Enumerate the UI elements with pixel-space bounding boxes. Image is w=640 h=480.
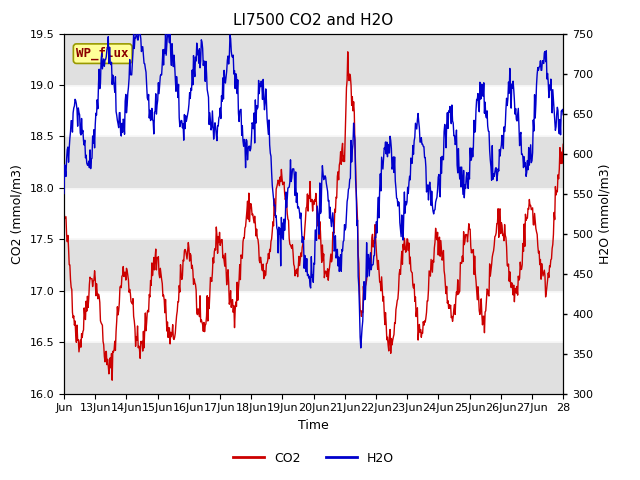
Bar [64, 342, 563, 394]
Bar [64, 240, 563, 291]
Y-axis label: H2O (mmol/m3): H2O (mmol/m3) [599, 163, 612, 264]
Bar [64, 34, 563, 85]
Text: WP_flux: WP_flux [77, 47, 129, 60]
Title: LI7500 CO2 and H2O: LI7500 CO2 and H2O [234, 13, 394, 28]
Legend: CO2, H2O: CO2, H2O [228, 447, 399, 469]
Bar [64, 136, 563, 188]
X-axis label: Time: Time [298, 419, 329, 432]
Y-axis label: CO2 (mmol/m3): CO2 (mmol/m3) [11, 164, 24, 264]
